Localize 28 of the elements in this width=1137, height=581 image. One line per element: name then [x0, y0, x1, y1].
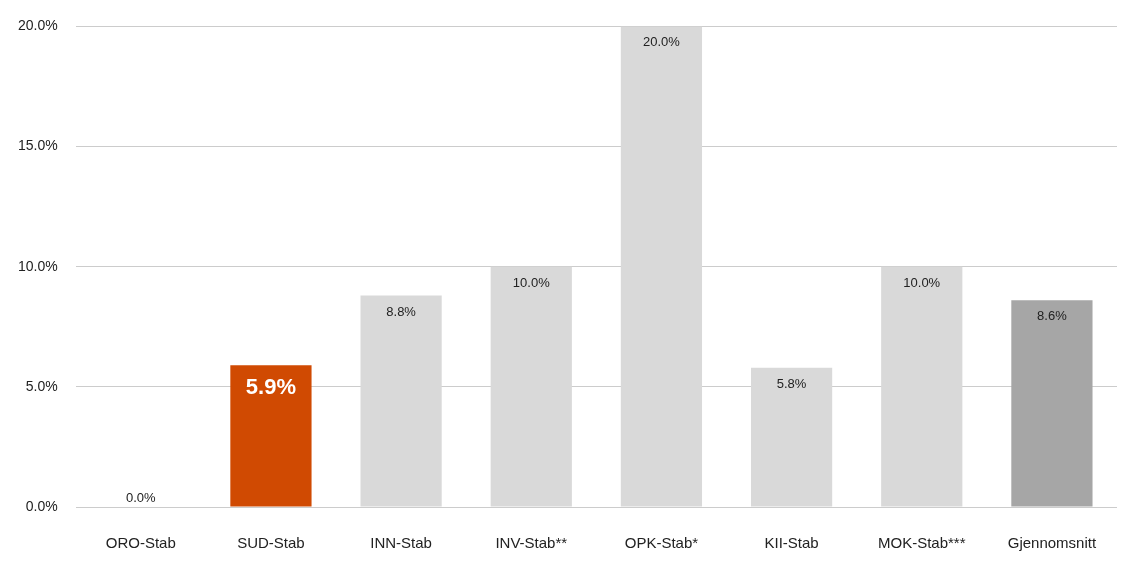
data-label: 0.0% — [125, 490, 157, 506]
data-label: 20.0% — [642, 34, 681, 50]
x-tick-label: KII-Stab — [764, 534, 819, 552]
x-tick-label: MOK-Stab*** — [877, 534, 966, 552]
bar — [360, 295, 442, 507]
data-label: 8.8% — [386, 303, 417, 319]
bar — [620, 26, 703, 507]
bar — [881, 266, 963, 507]
data-label: 5.8% — [776, 375, 807, 391]
x-tick-label: INN-Stab — [370, 534, 432, 552]
x-tick-label: SUD-Stab — [237, 534, 305, 552]
bar — [490, 266, 572, 507]
y-tick-label: 5.0% — [25, 377, 58, 394]
x-tick-label: Gjennomsnitt — [1007, 534, 1097, 552]
bar — [230, 365, 312, 507]
x-tick-label: INV-Stab** — [495, 534, 568, 552]
bar — [750, 367, 833, 507]
y-tick-label: 15.0% — [17, 137, 58, 154]
y-tick-label: 10.0% — [17, 257, 58, 274]
data-label: 10.0% — [512, 274, 551, 290]
data-label: 5.9% — [245, 374, 297, 400]
data-label: 10.0% — [903, 274, 941, 290]
y-tick-label: 0.0% — [25, 497, 58, 514]
x-tick-label: ORO-Stab — [105, 534, 176, 552]
y-tick-label: 20.0% — [17, 17, 58, 34]
bar — [1011, 300, 1093, 507]
x-tick-label: OPK-Stab* — [624, 534, 699, 552]
data-label: 8.6% — [1037, 308, 1068, 324]
